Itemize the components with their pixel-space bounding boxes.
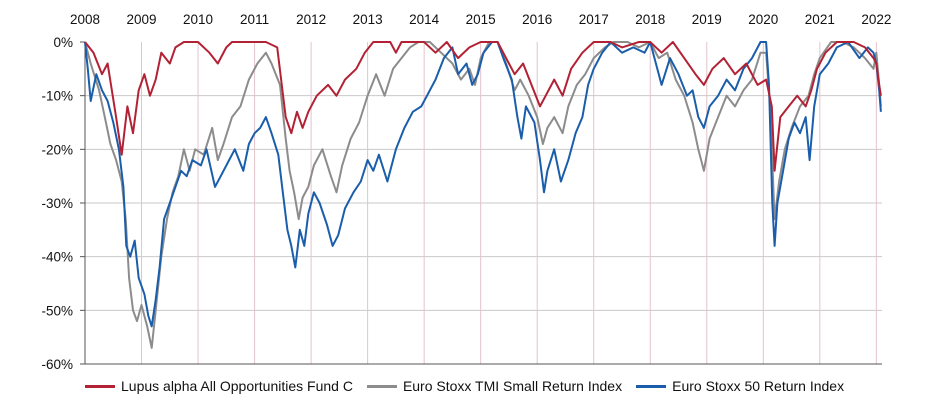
legend-item-lupus-alpha[interactable]: Lupus alpha All Opportunities Fund C (85, 378, 353, 394)
x-tick-label: 2014 (409, 12, 440, 27)
x-tick-label: 2015 (466, 12, 496, 27)
y-tick-label: -50% (41, 303, 73, 318)
legend-label-euro-stoxx-tmi-small: Euro Stoxx TMI Small Return Index (402, 378, 623, 394)
legend-swatch-euro-stoxx-50 (636, 384, 667, 388)
legend-label-euro-stoxx-50: Euro Stoxx 50 Return Index (672, 378, 845, 394)
y-axis-tick-labels: 0% -10% -20% -30% -40% -50% -60% (41, 35, 73, 372)
axes (80, 41, 882, 365)
y-tick-label: -60% (41, 357, 73, 372)
x-tick-label: 2019 (692, 12, 722, 27)
x-tick-label: 2008 (70, 12, 100, 27)
x-tick-label: 2017 (579, 12, 609, 27)
series-lines (84, 41, 882, 349)
legend-label-lupus-alpha: Lupus alpha All Opportunities Fund C (121, 378, 353, 394)
x-tick-label: 2016 (522, 12, 552, 27)
legend-swatch-euro-stoxx-tmi-small (366, 384, 397, 388)
legend-item-euro-stoxx-50[interactable]: Euro Stoxx 50 Return Index (636, 378, 844, 394)
y-tick-label: -10% (41, 89, 73, 104)
series-line-2 (84, 41, 882, 328)
legend-item-euro-stoxx-tmi-small[interactable]: Euro Stoxx TMI Small Return Index (366, 378, 623, 394)
legend-swatch-lupus-alpha (85, 384, 115, 388)
x-tick-label: 2021 (805, 12, 835, 27)
y-tick-label: -20% (41, 142, 73, 157)
x-axis-tick-labels: 2008 2009 2010 2011 2012 2013 2014 2015 2016 2017… (70, 12, 891, 27)
y-tick-label: 0% (53, 35, 73, 50)
x-tick-label: 2018 (635, 12, 665, 27)
x-tick-label: 2011 (240, 12, 269, 27)
x-tick-label: 2022 (861, 12, 891, 27)
x-tick-label: 2009 (127, 12, 157, 27)
x-tick-label: 2013 (353, 12, 383, 27)
y-tick-label: -40% (41, 250, 73, 265)
series-line-0 (84, 41, 882, 172)
x-tick-label: 2020 (748, 12, 778, 27)
x-tick-label: 2012 (296, 12, 326, 27)
x-tick-label: 2010 (183, 12, 213, 27)
legend: Lupus alpha All Opportunities Fund C Eur… (85, 375, 935, 397)
series-line-1 (84, 41, 882, 349)
horizontal-gridlines (85, 95, 882, 365)
y-tick-label: -30% (41, 196, 73, 211)
